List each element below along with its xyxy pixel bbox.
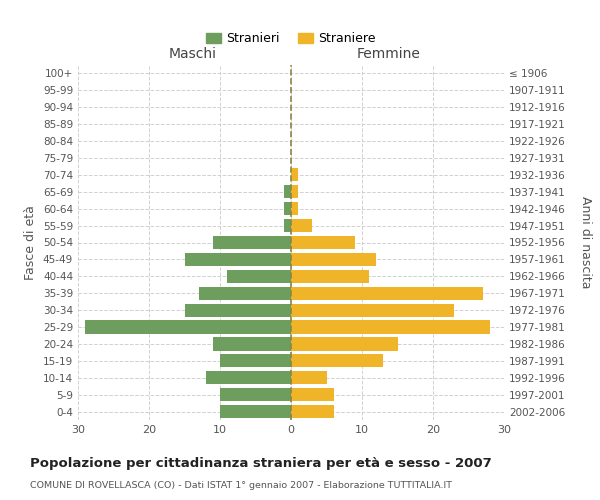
- Y-axis label: Anni di nascita: Anni di nascita: [580, 196, 593, 289]
- Bar: [85, 320, 291, 334]
- Bar: [291, 219, 313, 232]
- Bar: [291, 304, 454, 316]
- Bar: [185, 304, 291, 316]
- Bar: [206, 371, 291, 384]
- Bar: [213, 236, 291, 249]
- Bar: [291, 320, 490, 334]
- Bar: [227, 270, 291, 283]
- Bar: [291, 168, 298, 181]
- Bar: [185, 253, 291, 266]
- Bar: [291, 338, 398, 350]
- Bar: [291, 270, 369, 283]
- Bar: [284, 185, 291, 198]
- Text: COMUNE DI ROVELLASCA (CO) - Dati ISTAT 1° gennaio 2007 - Elaborazione TUTTITALIA: COMUNE DI ROVELLASCA (CO) - Dati ISTAT 1…: [30, 481, 452, 490]
- Bar: [291, 253, 376, 266]
- Text: Popolazione per cittadinanza straniera per età e sesso - 2007: Popolazione per cittadinanza straniera p…: [30, 458, 492, 470]
- Bar: [291, 202, 298, 215]
- Y-axis label: Fasce di età: Fasce di età: [25, 205, 37, 280]
- Text: Femmine: Femmine: [357, 48, 421, 62]
- Bar: [213, 338, 291, 350]
- Bar: [199, 286, 291, 300]
- Bar: [291, 236, 355, 249]
- Bar: [220, 354, 291, 368]
- Bar: [291, 388, 334, 401]
- Bar: [291, 286, 482, 300]
- Bar: [284, 219, 291, 232]
- Bar: [291, 405, 334, 418]
- Bar: [291, 354, 383, 368]
- Text: Maschi: Maschi: [169, 48, 217, 62]
- Bar: [284, 202, 291, 215]
- Bar: [220, 388, 291, 401]
- Bar: [291, 371, 326, 384]
- Bar: [220, 405, 291, 418]
- Legend: Stranieri, Straniere: Stranieri, Straniere: [206, 32, 376, 45]
- Bar: [291, 185, 298, 198]
